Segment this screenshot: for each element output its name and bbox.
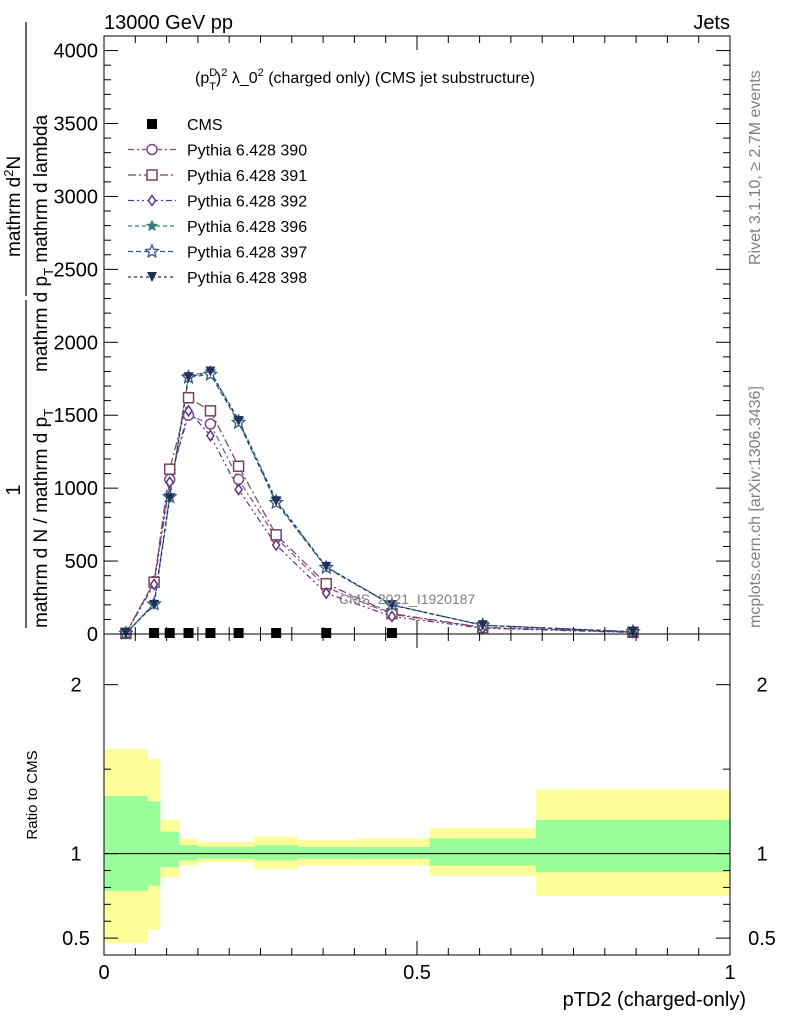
y-label-lhs-numerator: 1 [3, 484, 25, 495]
legend-label-4: Pythia 6.428 396 [187, 219, 307, 236]
legend-label-1: Pythia 6.428 390 [187, 143, 307, 160]
data-point-series-6 [386, 600, 397, 611]
main-y-tick-label: 2500 [54, 259, 99, 281]
ratio-y-tick-label: 0.5 [62, 928, 90, 950]
data-point-series-0 [164, 628, 175, 638]
data-point-series-2 [204, 405, 217, 417]
data-point-series-3 [165, 476, 175, 489]
main-plot: 0 500 1000 1500 2000 2500 3000 3500 4000 [54, 35, 731, 646]
data-point-series-6 [164, 493, 175, 504]
data-point-series-3 [387, 610, 397, 623]
legend-marker-1 [146, 143, 158, 156]
data-point-series-6 [233, 416, 244, 427]
legend-marker-0 [147, 119, 157, 129]
ratio-green-band-4 [197, 846, 223, 859]
main-y-tick-label: 2000 [54, 332, 99, 354]
ratio-green-band-6 [254, 845, 299, 861]
legend-label-5: Pythia 6.428 397 [187, 245, 307, 262]
ratio-green-band-2 [160, 831, 180, 868]
ratio-y-axis-label: Ratio to CMS [24, 750, 41, 839]
ratio-green-band-3 [179, 845, 198, 861]
ratio-green-band-0 [104, 796, 148, 891]
legend-label-0: CMS [187, 117, 223, 134]
data-point-series-3 [149, 578, 159, 591]
data-point-series-0 [386, 628, 397, 638]
legend-label-6: Pythia 6.428 398 [187, 270, 307, 287]
data-point-series-2 [163, 463, 176, 475]
data-point-series-0 [233, 628, 244, 638]
y-label-lhs-denominator: mathrm d N / mathrm d pT [31, 409, 56, 628]
ratio-y-tick-label-right: 1 [756, 844, 767, 866]
data-point-series-3 [321, 586, 331, 600]
main-y-tick-label: 1000 [54, 478, 99, 500]
ratio-y-tick-label-right: 0.5 [748, 928, 776, 950]
legend: CMS Pythia 6.428 390 Pythia 6.428 391 Pythi… [128, 117, 307, 287]
legend-marker-4 [145, 219, 159, 232]
ratio-green-band-7 [298, 846, 355, 859]
ratio-green-band-1 [147, 801, 161, 886]
data-point-series-6 [627, 626, 638, 637]
header-category: Jets [693, 12, 730, 34]
ratio-green-band-10 [535, 819, 730, 873]
plot-title: (pD T)2 λ_02 (charged only) (CMS jet subs… [195, 67, 535, 93]
ratio-green-band-9 [429, 838, 536, 866]
legend-marker-3 [147, 194, 157, 207]
data-point-series-1 [232, 473, 245, 486]
main-y-tick-label: 1500 [54, 405, 99, 427]
data-point-series-0 [271, 628, 282, 638]
ratio-plot: 0 0.5 1 0.5 0.5 1 1 2 2 [62, 633, 776, 984]
x-axis-label: pTD2 (charged-only) [563, 989, 746, 1011]
data-point-series-3 [184, 404, 193, 418]
ratio-y-tick-label: 2 [70, 675, 81, 697]
series-line-2 [125, 396, 634, 634]
data-point-series-6 [120, 628, 131, 639]
x-tick-label: 1 [724, 962, 735, 984]
main-y-tick-label: 3000 [54, 186, 99, 208]
y-label-rhs-denominator: mathrm d pT mathrm d lambda [31, 114, 56, 372]
ratio-y-tick-label-right: 2 [756, 675, 767, 697]
data-point-series-6 [149, 599, 160, 610]
data-point-series-0 [149, 628, 160, 638]
main-y-tick-label: 4000 [54, 41, 99, 63]
data-point-series-1 [204, 418, 217, 430]
main-y-tick-label: 3500 [54, 114, 99, 136]
data-point-series-2 [270, 529, 282, 541]
y-label-rhs-numerator: mathrm d2N [1, 156, 25, 257]
data-point-series-2 [182, 391, 195, 404]
data-point-series-0 [205, 628, 216, 638]
header-energy: 13000 GeV pp [104, 12, 233, 34]
data-point-series-6 [271, 496, 282, 507]
x-tick-label: 0 [98, 962, 109, 984]
data-point-series-6 [321, 561, 332, 572]
rivet-version-label: Rivet 3.1.10, ≥ 2.7M events [747, 70, 764, 265]
data-point-series-6 [205, 366, 216, 377]
ratio-y-tick-label: 1 [70, 844, 81, 866]
legend-marker-5 [144, 243, 160, 259]
legend-marker-6 [147, 272, 157, 282]
data-point-series-0 [183, 628, 194, 638]
mcplots-label: mcplots.cern.ch [arXiv:1306.3436] [747, 386, 764, 628]
data-point-series-2 [232, 460, 245, 473]
data-point-series-3 [234, 483, 244, 496]
data-point-series-0 [321, 628, 332, 638]
legend-label-2: Pythia 6.428 391 [187, 168, 307, 185]
ratio-green-band-5 [222, 846, 255, 859]
main-y-tick-label: 0 [87, 624, 98, 646]
main-y-axis-label: 1 mathrm d N / mathrm d pT mathrm d2N ma… [1, 22, 56, 628]
main-y-tick-label: 500 [65, 551, 98, 573]
data-point-series-3 [206, 429, 215, 442]
x-tick-label: 0.5 [403, 962, 431, 984]
data-point-series-3 [271, 538, 281, 552]
data-point-series-6 [477, 620, 488, 631]
ratio-green-band-8 [354, 846, 430, 859]
data-point-series-6 [183, 372, 194, 383]
legend-label-3: Pythia 6.428 392 [187, 194, 307, 211]
analysis-watermark: CMS_2021_I1920187 [339, 591, 475, 607]
legend-marker-2 [146, 169, 158, 181]
